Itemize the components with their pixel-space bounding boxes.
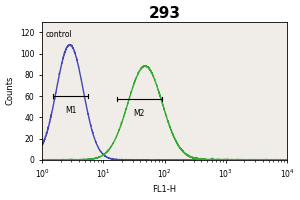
X-axis label: FL1-H: FL1-H (153, 185, 177, 194)
Y-axis label: Counts: Counts (6, 76, 15, 105)
Title: 293: 293 (148, 6, 181, 21)
Text: M1: M1 (65, 106, 76, 115)
Text: control: control (46, 30, 73, 39)
Text: M2: M2 (134, 109, 145, 118)
